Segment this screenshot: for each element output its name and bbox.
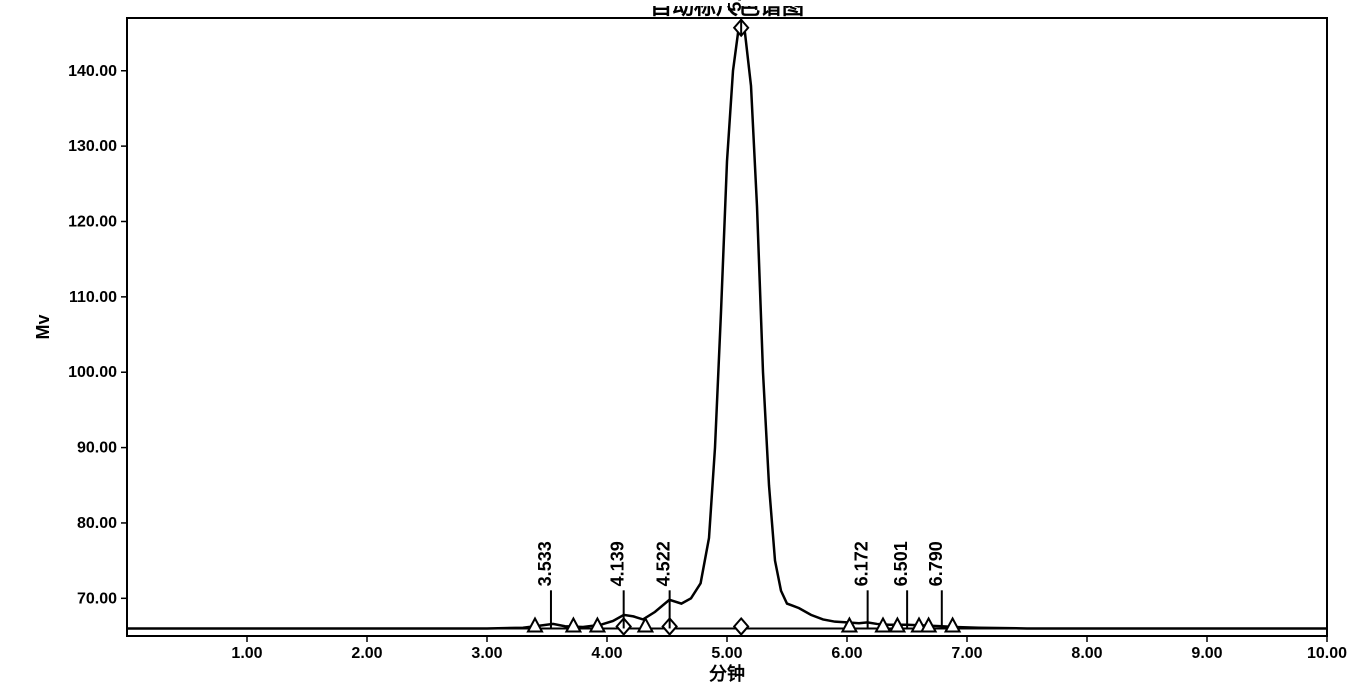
y-tick-label: 100.00: [68, 364, 117, 381]
integration-triangle-marker: [638, 618, 652, 631]
peak-label: 4.139: [608, 541, 628, 586]
x-tick-label: 8.00: [1071, 645, 1102, 662]
integration-triangle-marker: [842, 618, 856, 631]
y-tick-label: 140.00: [68, 63, 117, 80]
y-tick-label: 130.00: [68, 138, 117, 155]
integration-triangle-marker: [946, 618, 960, 631]
x-tick-label: 6.00: [831, 645, 862, 662]
integration-triangle-marker: [566, 618, 580, 631]
peak-label: 3.533: [535, 541, 555, 586]
peak-label: 6.790: [926, 541, 946, 586]
y-axis-label: Mv: [33, 314, 53, 339]
x-tick-label: 5.00: [711, 645, 742, 662]
x-tick-label: 1.00: [231, 645, 262, 662]
x-tick-label: 2.00: [351, 645, 382, 662]
plot-border: [127, 18, 1327, 636]
x-tick-label: 9.00: [1191, 645, 1222, 662]
chart-svg: 自动标尺色谱图70.0080.0090.00100.00110.00120.00…: [27, 0, 1347, 696]
peak-label: 6.172: [852, 541, 872, 586]
peak-label: 4.522: [654, 541, 674, 586]
x-tick-label: 7.00: [951, 645, 982, 662]
y-tick-label: 120.00: [68, 213, 117, 230]
chromatogram-chart: 自动标尺色谱图70.0080.0090.00100.00110.00120.00…: [27, 0, 1347, 696]
y-tick-label: 80.00: [77, 515, 117, 532]
x-tick-label: 10.00: [1307, 645, 1347, 662]
y-tick-label: 90.00: [77, 440, 117, 457]
y-tick-label: 70.00: [77, 590, 117, 607]
y-tick-label: 110.00: [69, 289, 117, 306]
integration-diamond-marker: [734, 618, 748, 634]
x-axis-label: 分钟: [709, 663, 745, 684]
x-tick-label: 4.00: [591, 645, 622, 662]
peak-label: 5.118: [725, 0, 745, 12]
x-tick-label: 3.00: [471, 645, 502, 662]
peak-label: 6.501: [891, 541, 911, 586]
chromatogram-trace: [127, 22, 1327, 629]
